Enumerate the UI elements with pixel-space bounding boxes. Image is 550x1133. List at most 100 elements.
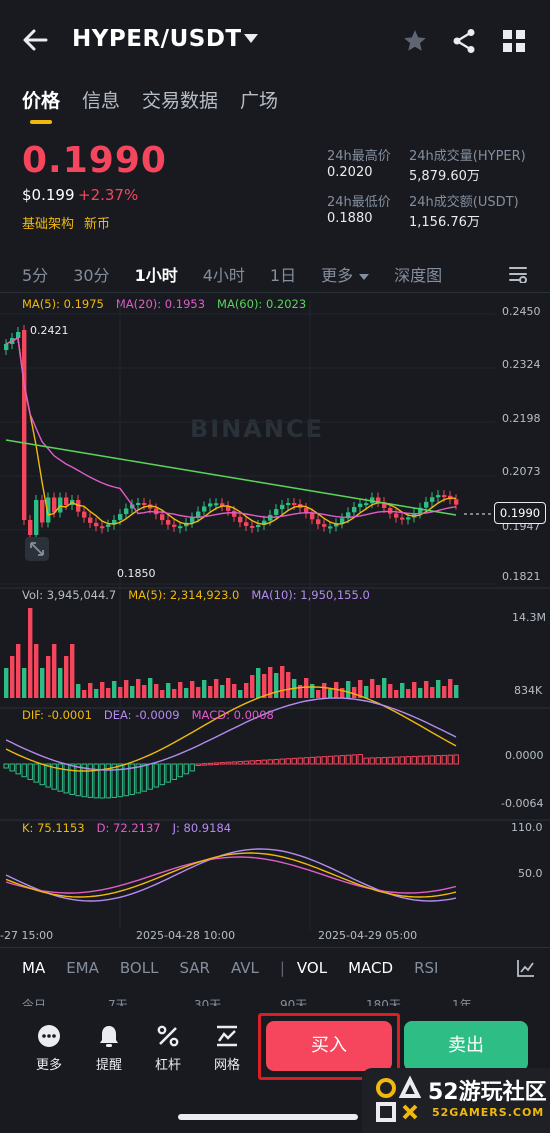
pair-title[interactable]: HYPER/USDT <box>72 26 242 52</box>
current-price-tag[interactable]: 0.1990 <box>494 502 546 524</box>
volume-bar <box>112 681 117 698</box>
indicator-boll[interactable]: BOLL <box>119 959 159 977</box>
interval-4h[interactable]: 4小时 <box>202 266 245 285</box>
token-tags: 基础架构 新币 <box>22 213 110 232</box>
volume-bar <box>448 679 453 698</box>
star-icon[interactable] <box>402 28 428 54</box>
site-logo: 52游玩社区 52GAMERS.COM <box>362 1068 550 1133</box>
nav-more[interactable]: 更多 <box>24 1024 74 1073</box>
candle-body <box>352 507 357 513</box>
volume-bar <box>88 683 93 698</box>
interval-1d[interactable]: 1日 <box>269 266 297 285</box>
tab-info[interactable]: 信息 <box>82 90 121 112</box>
candle-body <box>136 503 141 506</box>
macd-histogram-bar <box>315 756 321 765</box>
period-90d[interactable]: 90天 <box>280 998 308 1006</box>
volume-bar <box>136 679 141 698</box>
macd-dea: DEA: -0.0009 <box>103 708 180 722</box>
macd-histogram-bar <box>129 763 135 795</box>
candle-body <box>364 503 369 506</box>
volume-bar <box>58 668 63 698</box>
share-icon[interactable] <box>452 28 476 54</box>
vol-ma5: MA(5): 2,314,923.0 <box>128 588 240 602</box>
candle-body <box>412 513 417 518</box>
period-today[interactable]: 今日 <box>22 998 47 1006</box>
tab-trade-data[interactable]: 交易数据 <box>142 90 219 112</box>
chart-settings-icon[interactable] <box>508 265 528 283</box>
expand-icon[interactable] <box>24 536 50 562</box>
candle-body <box>400 517 405 520</box>
volume-bar <box>124 680 129 698</box>
sell-button[interactable]: 卖出 <box>404 1021 528 1071</box>
period-7d[interactable]: 7天 <box>108 998 128 1006</box>
interval-1h[interactable]: 1小时 <box>134 266 178 285</box>
macd-histogram-bar <box>261 759 267 765</box>
macd-histogram-bar <box>111 763 117 798</box>
back-arrow-icon[interactable] <box>22 26 48 54</box>
kdj-d-line <box>5 856 457 894</box>
nav-alert[interactable]: 提醒 <box>84 1024 134 1073</box>
macd-histogram-bar <box>75 763 81 797</box>
indicator-rsi[interactable]: RSI <box>414 959 439 977</box>
candle-body <box>262 520 267 526</box>
volume-bar <box>442 686 447 698</box>
interval-30m[interactable]: 30分 <box>73 266 110 285</box>
period-1y[interactable]: 1年 <box>452 998 472 1006</box>
interval-5m[interactable]: 5分 <box>22 266 49 285</box>
volume-bar <box>28 608 33 698</box>
tab-price[interactable]: 价格 <box>22 86 60 126</box>
candle-body <box>376 497 381 503</box>
indicator-macd[interactable]: MACD <box>348 959 394 977</box>
candle-body <box>124 508 129 515</box>
macd-histogram-bar <box>267 759 273 765</box>
macd-histogram-bar <box>57 763 63 792</box>
candle-body <box>328 526 333 529</box>
period-30d[interactable]: 30天 <box>194 998 222 1006</box>
candle-body <box>16 332 21 338</box>
buy-button[interactable]: 买入 <box>266 1021 392 1071</box>
candle-body <box>64 497 69 505</box>
kdj-legend: K: 75.1153 D: 72.2137 J: 80.9184 <box>22 821 231 835</box>
period-180d[interactable]: 180天 <box>366 998 401 1006</box>
candle-body <box>178 526 183 529</box>
nav-margin[interactable]: 杠杆 <box>143 1024 193 1073</box>
macd-histogram-bar <box>141 763 147 792</box>
candle-body <box>322 524 327 527</box>
volume-bar <box>418 688 423 698</box>
nav-more-label: 更多 <box>35 1058 62 1073</box>
chevron-down-icon[interactable] <box>244 34 258 43</box>
tag-new-coin[interactable]: 新币 <box>84 217 111 232</box>
grid-icon[interactable] <box>503 30 525 52</box>
volume-bar <box>304 678 309 698</box>
home-indicator[interactable] <box>178 1114 358 1120</box>
volume-bar <box>202 680 207 698</box>
tab-square[interactable]: 广场 <box>240 90 279 112</box>
macd-histogram-bar <box>345 754 351 765</box>
indicator-ema[interactable]: EMA <box>66 959 99 977</box>
indicator-settings-icon[interactable] <box>516 958 536 978</box>
macd-histogram-bar <box>237 761 243 765</box>
bell-icon <box>100 1026 118 1047</box>
candle-body <box>304 507 309 514</box>
candle-body <box>340 518 345 524</box>
macd-histogram-bar <box>117 763 123 798</box>
interval-more[interactable]: 更多 <box>321 262 370 286</box>
candle-body <box>190 517 195 523</box>
indicator-avl[interactable]: AVL <box>230 959 259 977</box>
macd-histogram-bar <box>453 754 459 765</box>
macd-histogram-bar <box>255 760 261 765</box>
high-value: 0.2020 <box>327 165 373 180</box>
vol-quote-value: 1,156.76万 <box>409 215 480 230</box>
candle-body <box>28 520 33 535</box>
indicator-sar[interactable]: SAR <box>179 959 210 977</box>
indicator-vol[interactable]: VOL <box>296 959 328 977</box>
tag-infrastructure[interactable]: 基础架构 <box>22 217 75 232</box>
indicator-ma[interactable]: MA <box>22 959 46 977</box>
macd-histogram-bar <box>147 763 153 790</box>
depth-chart-tab[interactable]: 深度图 <box>394 266 443 285</box>
volume-bar <box>64 656 69 698</box>
kline-chart[interactable] <box>0 290 550 950</box>
volume-bar <box>190 681 195 698</box>
nav-grid-bot[interactable]: 网格 <box>202 1024 252 1073</box>
ma5-line <box>5 336 457 525</box>
